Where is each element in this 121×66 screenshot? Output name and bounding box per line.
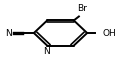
Text: N: N <box>43 47 50 56</box>
Text: N: N <box>5 29 12 37</box>
Text: Br: Br <box>77 3 87 12</box>
Text: OH: OH <box>103 29 117 37</box>
